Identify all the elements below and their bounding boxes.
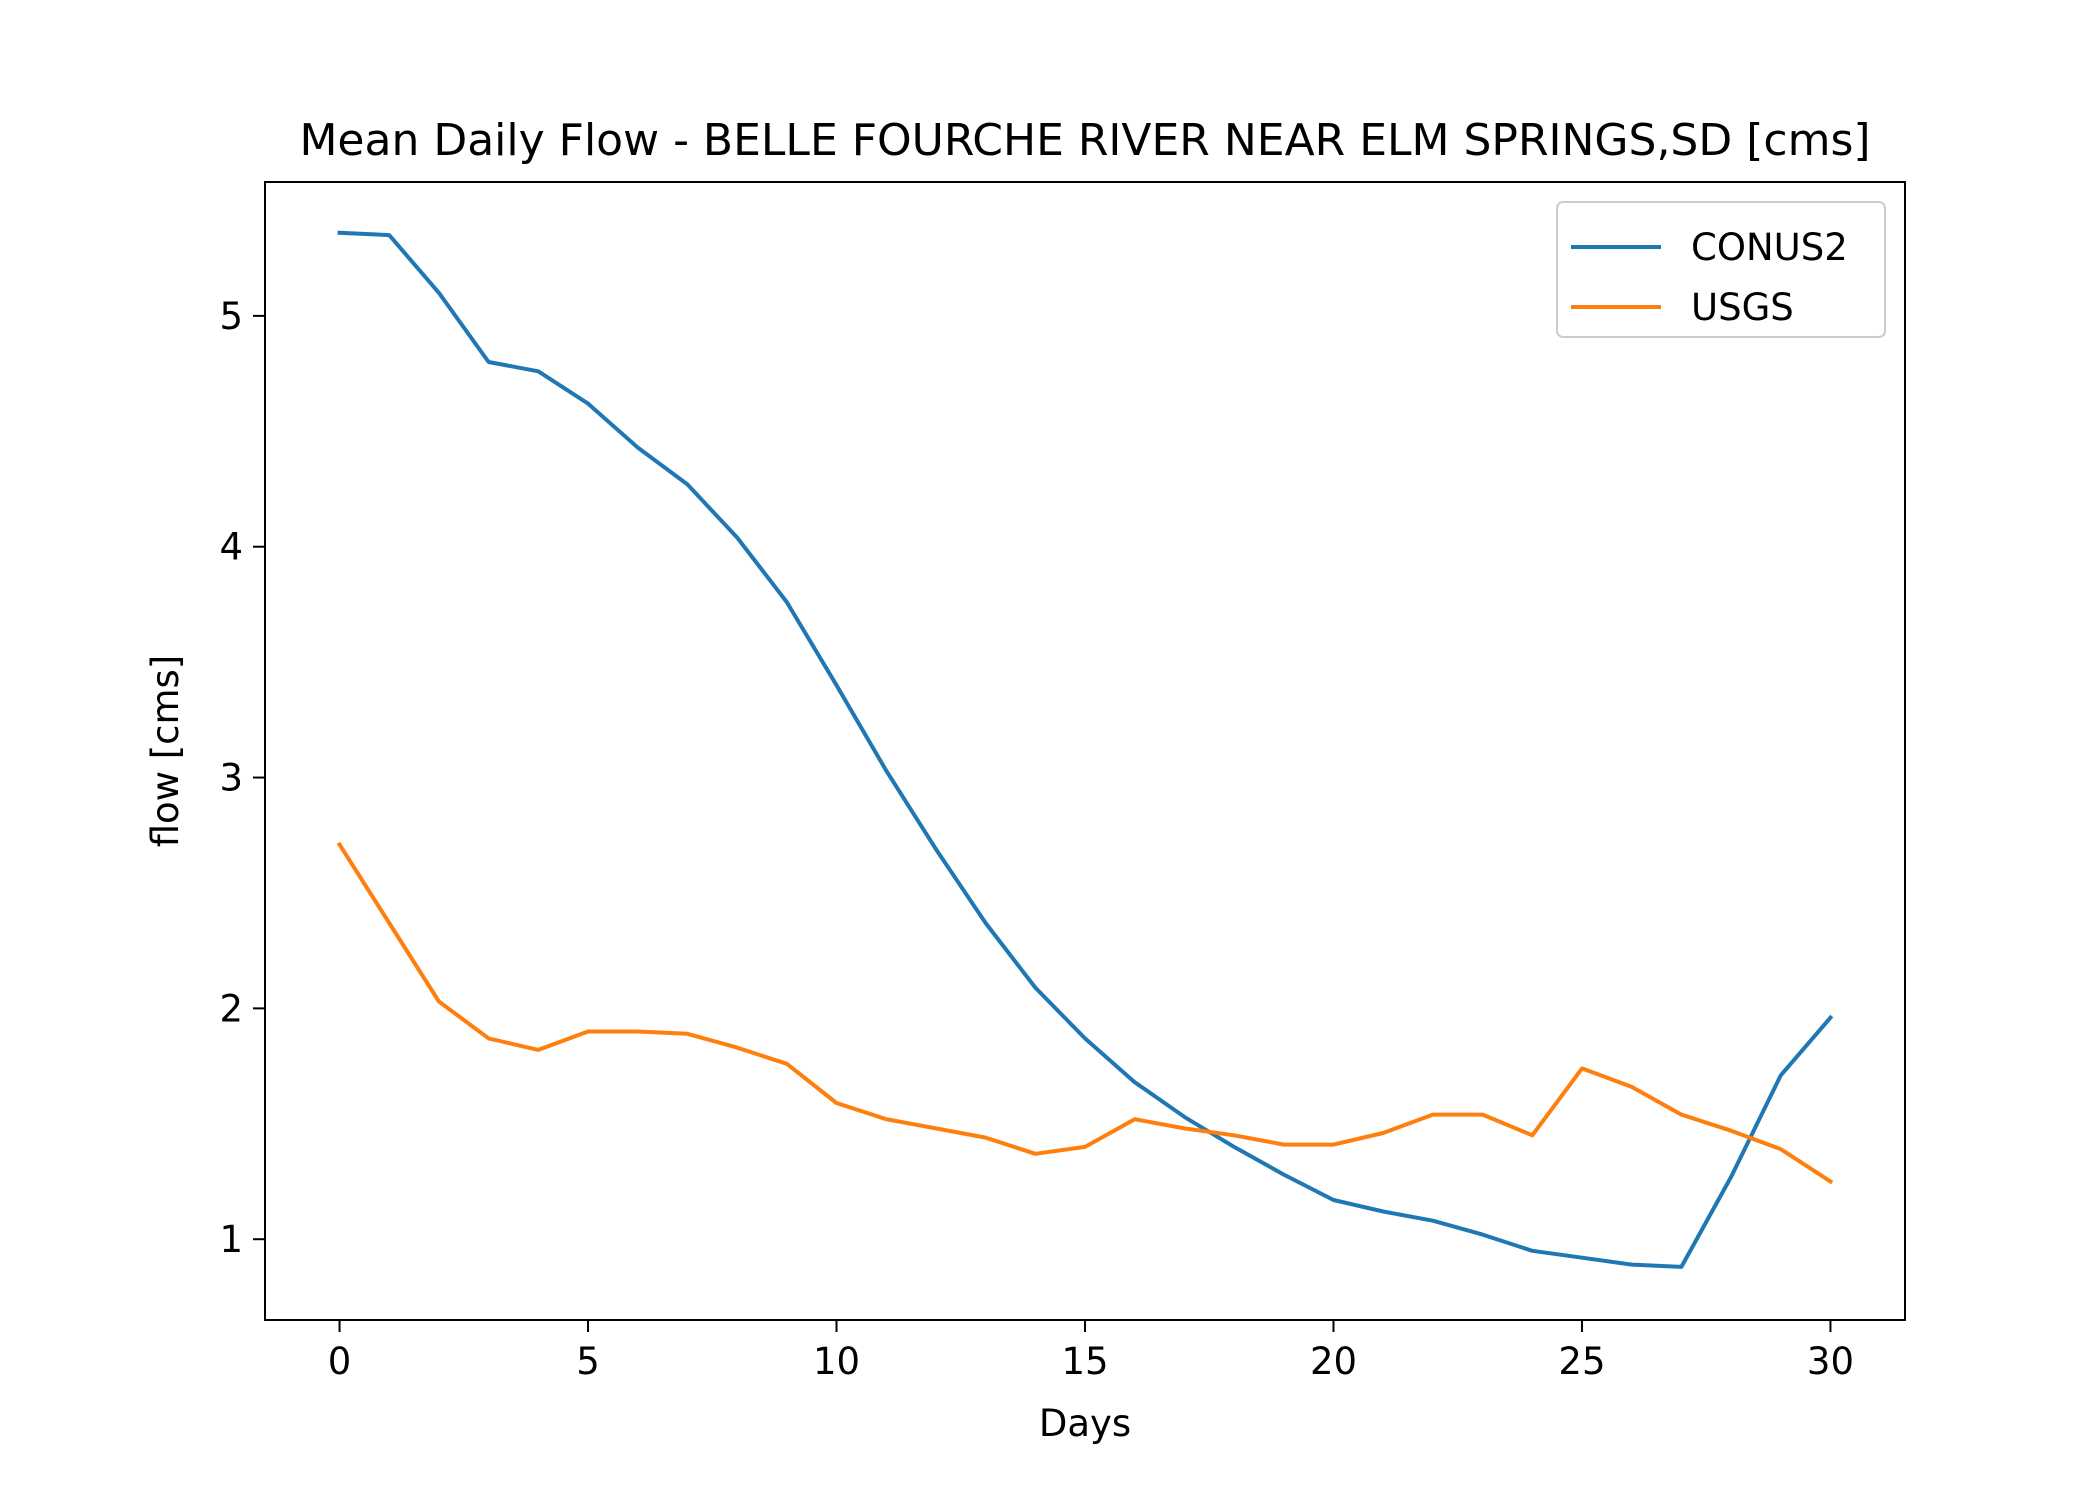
legend-label-conus2: CONUS2 [1691, 226, 1848, 269]
series-layer [336, 230, 1834, 1269]
x-tick-label: 25 [1558, 1340, 1605, 1383]
x-axis-label: Days [1039, 1402, 1131, 1445]
y-axis-label: flow [cms] [144, 655, 187, 848]
series-line-usgs [336, 841, 1834, 1185]
plot-frame [264, 181, 1906, 1321]
x-tick-label: 15 [1061, 1340, 1108, 1383]
y-tick-label: 5 [219, 295, 243, 338]
x-axis-ticks: 0 5 10 15 20 25 30 [328, 1320, 1854, 1383]
plot-area [265, 182, 1905, 1320]
y-axis-ticks: 1 2 3 4 5 [219, 295, 265, 1261]
legend-label-usgs: USGS [1691, 286, 1794, 329]
x-tick-label: 30 [1807, 1340, 1854, 1383]
y-tick-label: 3 [219, 757, 243, 800]
y-tick-label: 1 [219, 1218, 243, 1261]
x-tick-label: 10 [813, 1340, 860, 1383]
legend: CONUS2 USGS [1556, 201, 1886, 338]
y-tick-label: 4 [219, 526, 243, 569]
series-line-conus2 [337, 230, 1834, 1269]
x-tick-label: 5 [576, 1340, 600, 1383]
legend-box [1556, 201, 1886, 338]
chart-title: Mean Daily Flow - BELLE FOURCHE RIVER NE… [299, 115, 1870, 166]
x-tick-label: 20 [1310, 1340, 1357, 1383]
y-tick-label: 2 [219, 987, 243, 1030]
x-tick-label: 0 [328, 1340, 352, 1383]
